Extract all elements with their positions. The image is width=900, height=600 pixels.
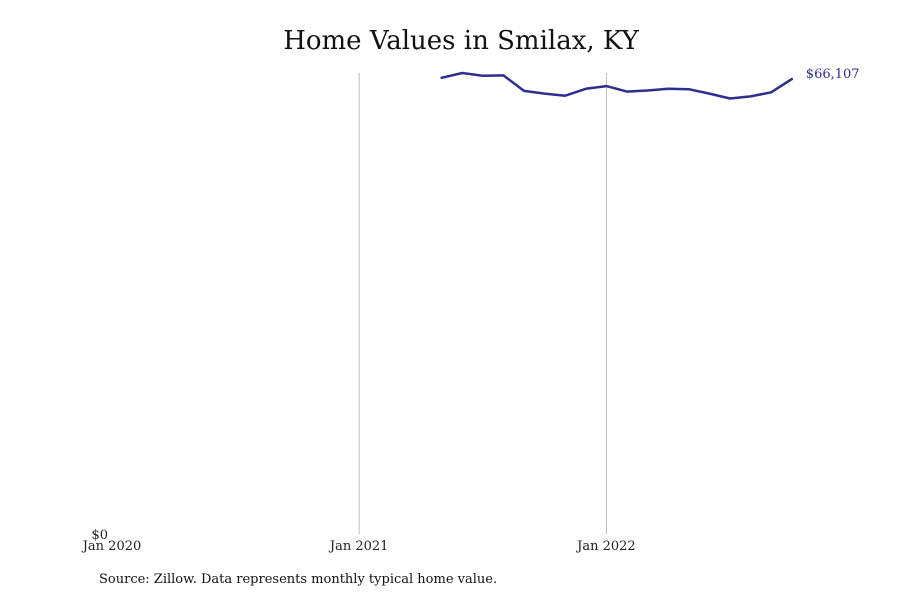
series-line bbox=[440, 71, 794, 100]
y-tick-label: $0 bbox=[91, 528, 108, 543]
end-value-label: $66,107 bbox=[806, 67, 860, 82]
x-tick-label: Jan 2022 bbox=[575, 539, 636, 554]
x-tick-label: Jan 2021 bbox=[328, 539, 389, 554]
source-note: Source: Zillow. Data represents monthly … bbox=[99, 572, 498, 587]
chart-title: Home Values in Smilax, KY bbox=[283, 26, 639, 56]
x-tick-label: Jan 2020 bbox=[81, 539, 142, 554]
